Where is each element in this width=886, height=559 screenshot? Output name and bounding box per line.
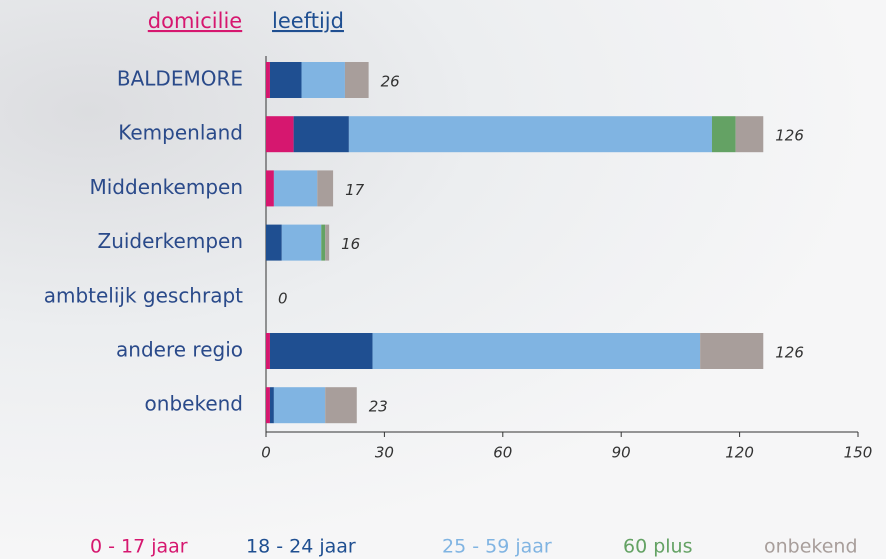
legend-entry: 60 plus	[623, 536, 693, 558]
total-label: 26	[381, 73, 400, 91]
x-tick-label: 0	[261, 444, 271, 462]
x-tick-label: 120	[725, 444, 754, 462]
x-tick-label: 150	[844, 444, 873, 462]
bar-segment	[344, 62, 369, 98]
bar-segment	[348, 116, 712, 153]
legend-entry: onbekend	[764, 536, 858, 558]
total-label: 16	[341, 235, 360, 253]
bar-segment	[317, 170, 334, 207]
x-tick-label: 60	[493, 444, 512, 462]
category-label: ambtelijk geschrapt	[44, 283, 243, 307]
bar-segment	[273, 170, 318, 207]
bar-segment	[281, 224, 322, 261]
x-tick-label: 30	[375, 444, 394, 462]
bar-segment	[711, 116, 736, 153]
bar-segment	[372, 333, 701, 369]
bar-segment	[301, 62, 345, 98]
category-label: Middenkempen	[89, 175, 243, 199]
bar-segment	[325, 387, 357, 424]
legend-entry: 25 - 59 jaar	[442, 536, 552, 558]
bar-segment	[700, 333, 764, 369]
bar-segment	[266, 62, 270, 98]
tab-domicilie[interactable]: domicilie	[148, 9, 242, 33]
bar-segment	[269, 387, 274, 424]
legend-entry: 0 - 17 jaar	[90, 536, 188, 558]
bar-segment	[293, 116, 349, 153]
bar-segment	[269, 62, 302, 98]
bar-segment	[321, 224, 326, 261]
legend-entry: 18 - 24 jaar	[246, 536, 356, 558]
bar-segment	[273, 387, 326, 424]
category-label: Kempenland	[118, 121, 243, 145]
total-label: 17	[345, 181, 365, 199]
bar-segment	[325, 224, 330, 261]
bar-segment	[266, 116, 294, 153]
category-label: onbekend	[145, 392, 243, 416]
total-label: 126	[775, 127, 804, 145]
bar-segment	[266, 333, 270, 369]
total-label: 23	[369, 398, 388, 416]
category-label: BALDEMORE	[117, 67, 243, 91]
bar-segment	[266, 224, 282, 261]
category-label: Zuiderkempen	[98, 229, 244, 253]
bar-segment	[735, 116, 764, 153]
total-label: 126	[775, 344, 804, 362]
bar-segment	[266, 170, 274, 207]
bar-segment	[266, 387, 270, 424]
bar-segment	[269, 333, 373, 369]
tab-leeftijd[interactable]: leeftijd	[272, 9, 344, 33]
category-label: andere regio	[116, 338, 243, 362]
total-label: 0	[278, 289, 288, 307]
x-tick-label: 90	[612, 444, 631, 462]
